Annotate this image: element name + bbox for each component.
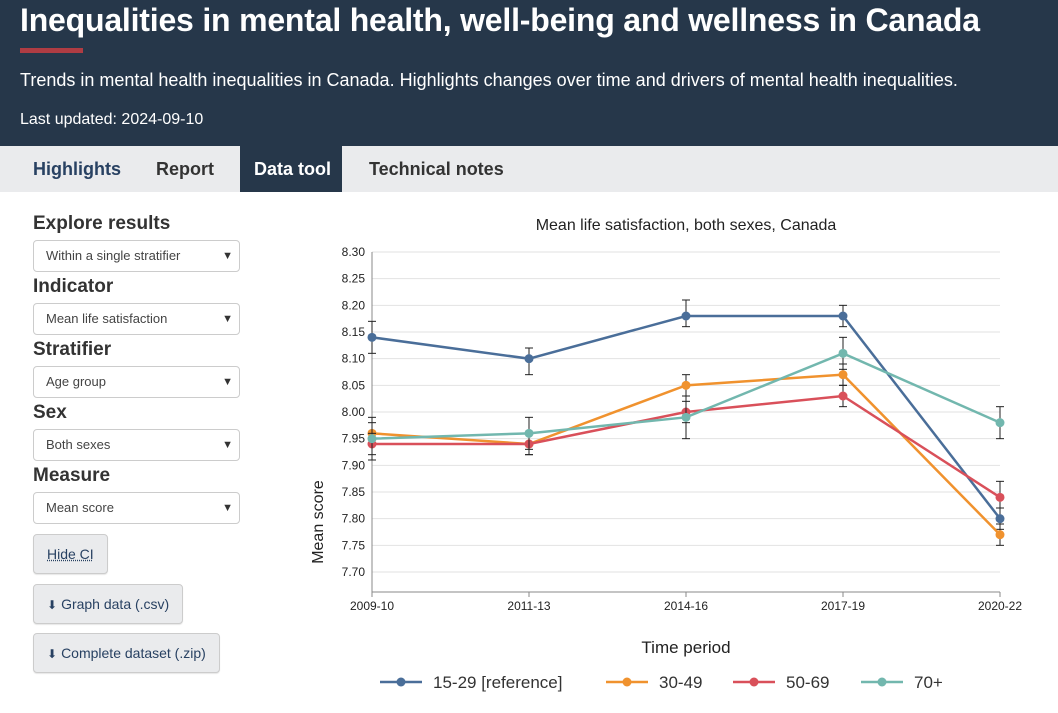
explore-results-select[interactable]: Within a single stratifier ▼ — [33, 240, 240, 272]
x-tick-label: 2009-10 — [350, 599, 394, 613]
complete-dataset-download-button[interactable]: ⬇ Complete dataset (.zip) — [33, 633, 220, 673]
x-tick-label: 2011-13 — [507, 599, 550, 613]
x-tick-label: 2020-22 — [978, 599, 1022, 613]
y-tick-label: 7.70 — [342, 565, 366, 579]
x-tick-label: 2017-19 — [821, 599, 865, 613]
data-point — [838, 370, 848, 380]
y-tick-label: 7.75 — [342, 538, 366, 552]
data-point — [838, 391, 848, 401]
y-tick-label: 8.10 — [342, 352, 366, 366]
legend-label: 50-69 — [786, 673, 829, 692]
chart-axes: 7.70 7.75 7.80 7.85 7.90 7.95 8.00 8.05 8.10 8.15… — [342, 245, 1023, 613]
download-icon: ⬇ — [47, 598, 58, 612]
hide-ci-label: Hide CI — [47, 546, 94, 562]
y-tick-label: 8.25 — [342, 272, 366, 286]
page-title: Inequalities in mental health, well-bein… — [20, 2, 980, 38]
y-tick-label: 7.95 — [342, 432, 366, 446]
chart-title: Mean life satisfaction, both sexes, Cana… — [536, 217, 837, 234]
data-point — [838, 348, 848, 358]
chevron-down-icon: ▼ — [222, 502, 233, 514]
complete-dataset-label: Complete dataset (.zip) — [61, 645, 206, 661]
chevron-down-icon: ▼ — [222, 376, 233, 388]
data-point — [681, 412, 691, 422]
last-updated: Last updated: 2024-09-10 — [20, 111, 204, 128]
legend-marker — [877, 677, 887, 687]
hide-ci-button[interactable]: Hide CI — [33, 534, 108, 574]
y-tick-label: 8.05 — [342, 378, 366, 392]
sex-label: Sex — [33, 402, 67, 423]
tab-bar: Highlights Report Data tool Technical no… — [0, 146, 1058, 192]
measure-select[interactable]: Mean score ▼ — [33, 492, 240, 524]
data-point — [367, 434, 377, 444]
title-accent-rule — [20, 48, 83, 53]
life-satisfaction-chart: Mean life satisfaction, both sexes, Cana… — [310, 217, 1023, 692]
x-tick-label: 2014-16 — [664, 599, 708, 613]
y-tick-label: 8.30 — [342, 245, 366, 259]
data-point — [995, 530, 1005, 540]
legend-label: 70+ — [914, 673, 943, 692]
legend-label: 15-29 [reference] — [433, 673, 562, 692]
tab-report[interactable]: Report — [156, 159, 214, 179]
chevron-down-icon: ▼ — [222, 250, 233, 262]
data-point — [995, 492, 1005, 502]
data-point — [681, 380, 691, 390]
chevron-down-icon: ▼ — [222, 313, 233, 325]
x-axis-label: Time period — [641, 638, 730, 657]
explore-results-label: Explore results — [33, 213, 171, 234]
legend-marker — [622, 677, 632, 687]
page-subtitle: Trends in mental health inequalities in … — [20, 70, 958, 90]
graph-data-download-button[interactable]: ⬇ Graph data (.csv) — [33, 584, 184, 624]
data-point — [838, 311, 848, 321]
stratifier-value: Age group — [46, 374, 106, 389]
data-point — [367, 332, 377, 342]
tab-highlights[interactable]: Highlights — [33, 159, 121, 179]
y-tick-label: 8.20 — [342, 298, 366, 312]
indicator-label: Indicator — [33, 276, 114, 297]
stratifier-select[interactable]: Age group ▼ — [33, 366, 240, 398]
indicator-select[interactable]: Mean life satisfaction ▼ — [33, 303, 240, 335]
chart-series — [367, 299, 1005, 546]
y-tick-label: 8.00 — [342, 405, 366, 419]
data-point — [524, 354, 534, 364]
explore-results-value: Within a single stratifier — [46, 248, 181, 263]
data-point — [995, 418, 1005, 428]
data-point — [524, 428, 534, 438]
graph-data-label: Graph data (.csv) — [61, 596, 170, 612]
sex-value: Both sexes — [46, 437, 111, 452]
y-tick-label: 8.15 — [342, 325, 366, 339]
stratifier-label: Stratifier — [33, 339, 112, 360]
y-axis-label: Mean score — [310, 480, 327, 564]
chevron-down-icon: ▼ — [222, 439, 233, 451]
measure-label: Measure — [33, 465, 111, 486]
download-icon: ⬇ — [47, 647, 58, 661]
y-tick-label: 7.80 — [342, 512, 366, 526]
measure-value: Mean score — [46, 500, 114, 515]
sex-select[interactable]: Both sexes ▼ — [33, 429, 240, 461]
tab-data-tool[interactable]: Data tool — [240, 146, 342, 192]
indicator-value: Mean life satisfaction — [46, 311, 168, 326]
y-tick-label: 7.90 — [342, 458, 366, 472]
data-point — [995, 514, 1005, 524]
y-tick-label: 7.85 — [342, 485, 366, 499]
legend-marker — [396, 677, 406, 687]
data-point — [681, 311, 691, 321]
chart-legend: 15-29 [reference] 30-49 50-69 70+ — [380, 673, 943, 692]
legend-marker — [749, 677, 759, 687]
page-header: Inequalities in mental health, well-bein… — [0, 0, 1058, 146]
legend-label: 30-49 — [659, 673, 702, 692]
tab-technical-notes[interactable]: Technical notes — [369, 159, 504, 179]
